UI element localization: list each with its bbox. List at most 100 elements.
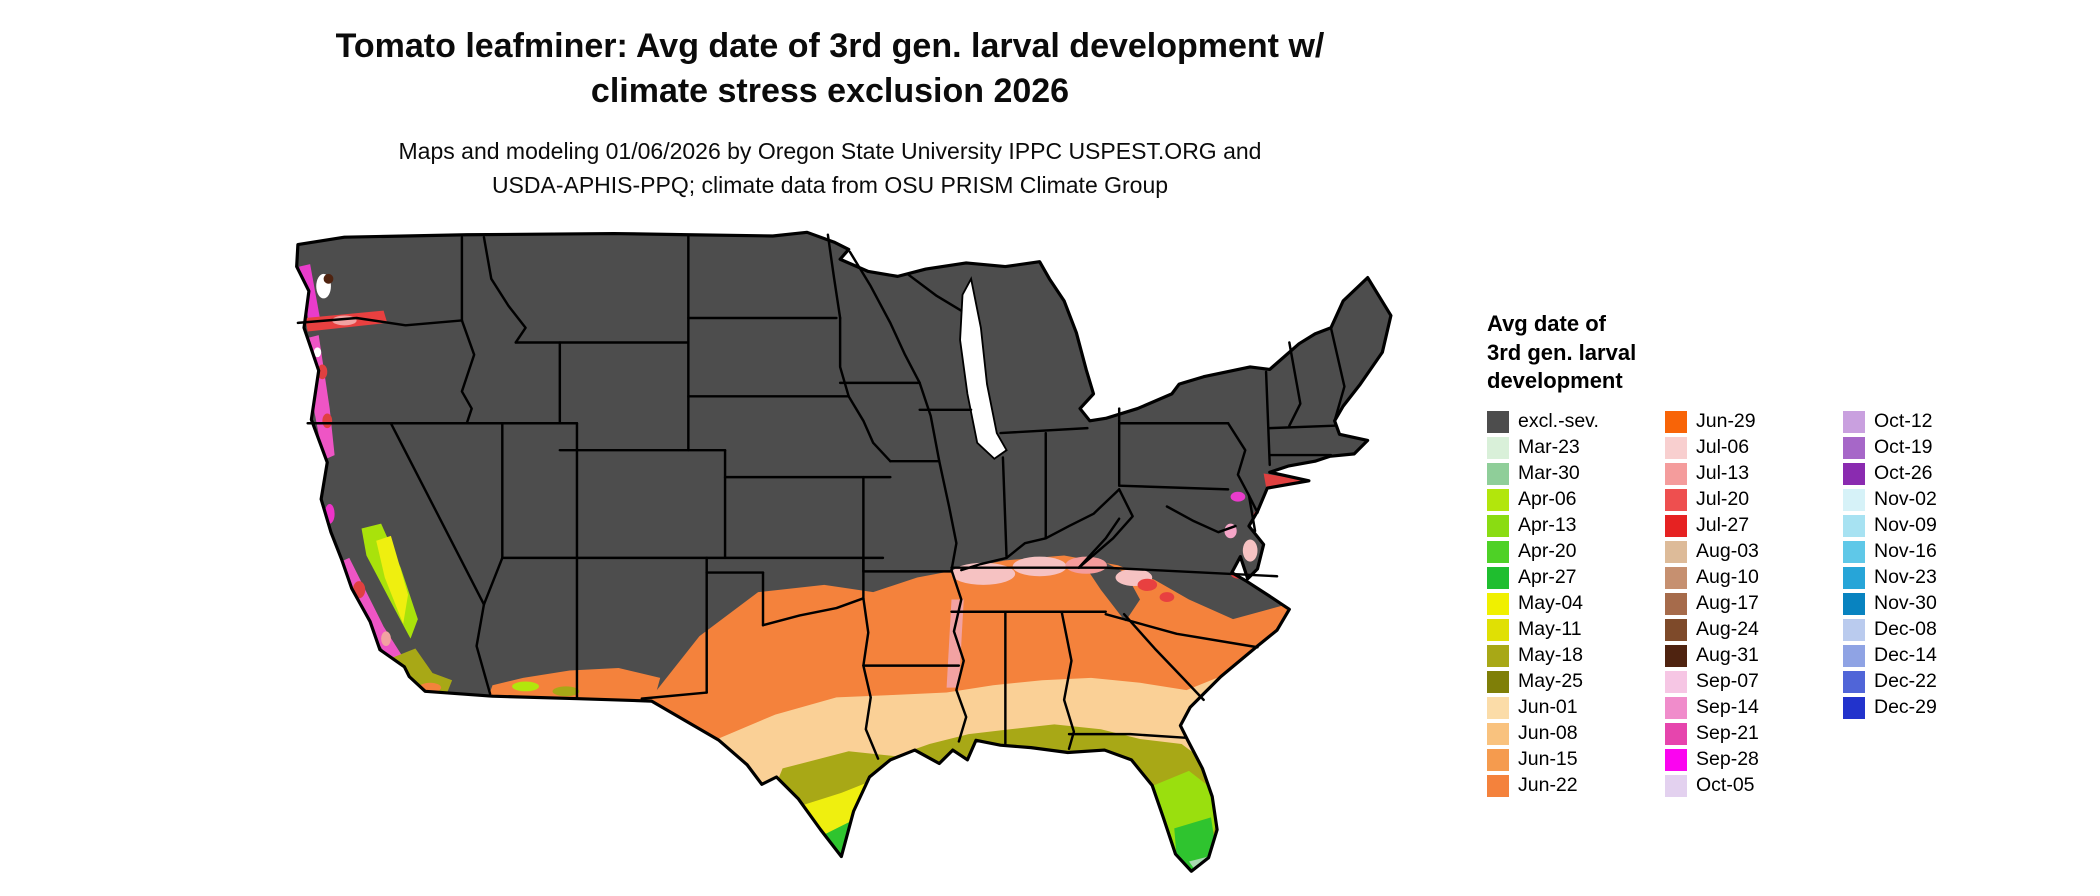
legend-item: excl.-sev. — [1487, 409, 1653, 435]
lake-michigan — [959, 276, 1008, 460]
legend-item: Apr-06 — [1487, 487, 1653, 513]
legend-item: Oct-12 — [1843, 409, 1993, 435]
legend-swatch — [1487, 644, 1509, 667]
legend-swatch — [1487, 670, 1509, 693]
legend-title: Avg date of 3rd gen. larval development — [1487, 310, 2047, 396]
legend-item: Jul-27 — [1665, 513, 1831, 539]
legend-title-line-2: 3rd gen. larval — [1487, 339, 1637, 365]
legend-columns: excl.-sev. Mar-23 Mar-30 Apr-06 Apr-13 Apr-20… — [1487, 409, 2047, 799]
legend-swatch — [1487, 566, 1509, 589]
legend-label: Oct-12 — [1874, 410, 1933, 433]
legend-swatch — [1487, 774, 1509, 797]
header: Tomato leafminer: Avg date of 3rd gen. l… — [0, 24, 1660, 203]
legend-swatch — [1487, 488, 1509, 511]
subtitle-line-1: Maps and modeling 01/06/2026 by Oregon S… — [398, 137, 1262, 164]
legend-item: Sep-14 — [1665, 695, 1831, 721]
state-borders — [296, 233, 1346, 760]
legend-swatch — [1843, 618, 1865, 641]
legend-label: Dec-14 — [1874, 644, 1937, 667]
legend-swatch — [1665, 410, 1687, 433]
legend-swatch — [1665, 618, 1687, 641]
legend-swatch — [1843, 436, 1865, 459]
legend-label: Apr-06 — [1518, 488, 1577, 511]
legend-label: May-11 — [1518, 618, 1582, 641]
legend-label: Jul-20 — [1696, 488, 1750, 511]
legend-swatch — [1487, 514, 1509, 537]
legend-label: Mar-23 — [1518, 436, 1580, 459]
legend-item: Nov-09 — [1843, 513, 1993, 539]
legend-item: Jun-01 — [1487, 695, 1653, 721]
legend-label: Oct-26 — [1874, 462, 1933, 485]
legend-label: Aug-17 — [1696, 592, 1759, 615]
legend-swatch — [1843, 566, 1865, 589]
legend-label: Jun-22 — [1518, 774, 1578, 797]
legend-label: Dec-08 — [1874, 618, 1937, 641]
legend-item: Dec-22 — [1843, 669, 1993, 695]
legend-item: Jun-22 — [1487, 773, 1653, 799]
legend-swatch — [1843, 514, 1865, 537]
legend-column: Oct-12 Oct-19 Oct-26 Nov-02 Nov-09 Nov-16 Nov-… — [1843, 409, 1993, 799]
legend-item: Aug-17 — [1665, 591, 1831, 617]
legend-swatch — [1665, 696, 1687, 719]
legend-label: Dec-29 — [1874, 696, 1937, 719]
legend-swatch — [1487, 618, 1509, 641]
legend-item: Sep-07 — [1665, 669, 1831, 695]
legend-item: Jun-15 — [1487, 747, 1653, 773]
legend-label: excl.-sev. — [1518, 410, 1599, 433]
title-line-2: climate stress exclusion 2026 — [590, 71, 1070, 110]
legend-title-line-1: Avg date of — [1487, 311, 1606, 336]
legend-label: Apr-20 — [1518, 540, 1577, 563]
legend-label: Sep-21 — [1696, 722, 1759, 745]
legend-item: Oct-26 — [1843, 461, 1993, 487]
legend-item: May-04 — [1487, 591, 1653, 617]
page-subtitle: Maps and modeling 01/06/2026 by Oregon S… — [0, 134, 1660, 203]
map-container — [222, 210, 1446, 896]
legend-label: Sep-14 — [1696, 696, 1759, 719]
legend-swatch — [1487, 592, 1509, 615]
legend-swatch — [1487, 410, 1509, 433]
legend-title-line-3: development — [1487, 368, 1623, 394]
legend-item: Jul-06 — [1665, 435, 1831, 461]
legend-label: Apr-27 — [1518, 566, 1577, 589]
legend-label: May-25 — [1518, 670, 1584, 693]
legend-item: May-25 — [1487, 669, 1653, 695]
legend-swatch — [1487, 748, 1509, 771]
legend-label: Jun-15 — [1518, 748, 1578, 771]
legend-label: Dec-22 — [1874, 670, 1937, 693]
legend-label: May-18 — [1518, 644, 1584, 667]
legend-item: Sep-28 — [1665, 747, 1831, 773]
legend-label: Sep-28 — [1696, 748, 1759, 771]
legend-label: Apr-13 — [1518, 514, 1577, 537]
legend-swatch — [1843, 462, 1865, 485]
legend-item: Aug-03 — [1665, 539, 1831, 565]
legend-item: Aug-24 — [1665, 617, 1831, 643]
page-title: Tomato leafminer: Avg date of 3rd gen. l… — [0, 24, 1660, 114]
legend-item: Jun-29 — [1665, 409, 1831, 435]
legend-label: Sep-07 — [1696, 670, 1759, 693]
legend-label: Nov-16 — [1874, 540, 1937, 563]
title-line-1: Tomato leafminer: Avg date of 3rd gen. l… — [335, 27, 1325, 65]
legend-label: Jun-08 — [1518, 722, 1578, 745]
us-outline — [295, 230, 1393, 873]
legend-label: Oct-19 — [1874, 436, 1933, 459]
legend-label: Aug-24 — [1696, 618, 1759, 641]
legend-item: Mar-30 — [1487, 461, 1653, 487]
legend-swatch — [1487, 462, 1509, 485]
legend-item: Nov-02 — [1843, 487, 1993, 513]
legend-item: Jul-20 — [1665, 487, 1831, 513]
legend-label: Nov-02 — [1874, 488, 1937, 511]
legend-swatch — [1665, 566, 1687, 589]
legend-label: Nov-30 — [1874, 592, 1937, 615]
legend-swatch — [1843, 410, 1865, 433]
legend-swatch — [1843, 540, 1865, 563]
legend-column: Jun-29 Jul-06 Jul-13 Jul-20 Jul-27 Aug-03 Aug-… — [1665, 409, 1831, 799]
legend-swatch — [1843, 592, 1865, 615]
legend-swatch — [1843, 488, 1865, 511]
legend-swatch — [1665, 436, 1687, 459]
legend-swatch — [1665, 514, 1687, 537]
legend-item: Dec-14 — [1843, 643, 1993, 669]
legend-item: May-18 — [1487, 643, 1653, 669]
subtitle-line-2: USDA-APHIS-PPQ; climate data from OSU PR… — [491, 172, 1169, 199]
legend-item: Dec-08 — [1843, 617, 1993, 643]
legend-swatch — [1665, 670, 1687, 693]
